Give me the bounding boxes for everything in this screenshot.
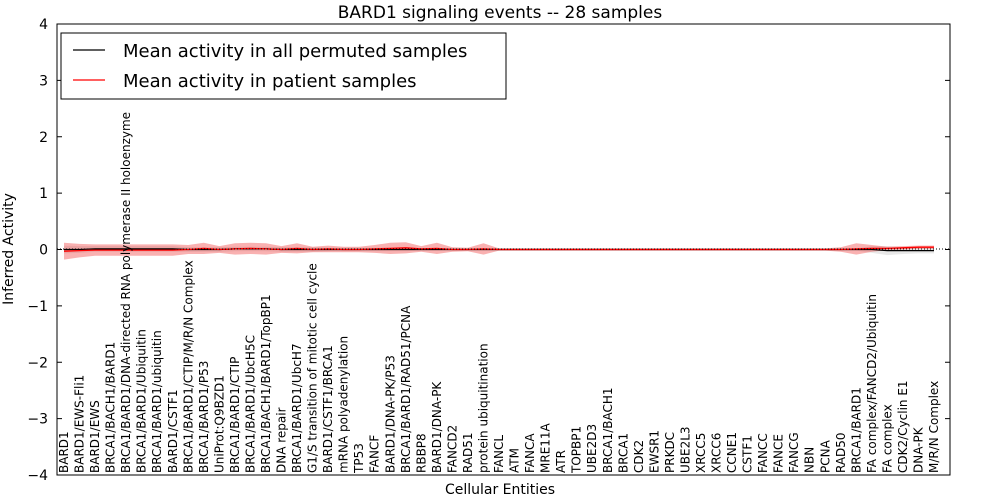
x-tick-label: BRCA1/BACH1/BARD1: [104, 342, 118, 473]
x-tick-label: FANCF: [368, 435, 382, 473]
x-tick-label: BARD1/DNA-PK/P53: [383, 355, 397, 473]
x-tick-label: BRCA1/BARD1/CTIP: [228, 357, 242, 473]
x-tick-label: PRKDC: [663, 432, 677, 473]
x-tick-label: G1/S transition of mitotic cell cycle: [306, 263, 320, 473]
x-tick-label: BRCA1/BARD1/UbcH7: [290, 343, 304, 473]
x-tick-label: EWSR1: [647, 430, 661, 473]
x-tick-label: ATR: [554, 450, 568, 473]
x-tick-label: BRCA1/BARD1: [849, 387, 863, 473]
x-tick-label: PCNA: [818, 439, 832, 473]
y-tick-label: 2: [39, 130, 48, 146]
x-axis-tick-labels: BARD1 BARD1/EWS-Fli1 BARD1/EWS BRCA1/BACH1/…: [57, 112, 941, 474]
chart-title: BARD1 signaling events -- 28 samples: [338, 3, 663, 23]
x-tick-label: UBE2D3: [585, 424, 599, 473]
x-tick-label: CDK2: [632, 440, 646, 473]
x-tick-label: FANCL: [492, 435, 506, 473]
x-tick-label: UBE2L3: [678, 426, 692, 473]
x-tick-label: BRCA1/BARD1/DNA-directed RNA polymerase …: [119, 112, 133, 473]
x-tick-label: RAD51: [461, 432, 475, 473]
x-tick-label: BARD1/CSTF1: [166, 389, 180, 473]
x-tick-label: CDK2/Cyclin E1: [896, 380, 910, 473]
band-permuted: [64, 245, 934, 256]
x-tick-label: M/R/N Complex: [927, 381, 941, 473]
y-tick-label: 3: [39, 73, 48, 89]
x-tick-label: BRCA1/BARD1/P53: [197, 361, 211, 473]
legend-label-patient: Mean activity in patient samples: [123, 71, 417, 92]
x-tick-label: MRE11A: [539, 422, 553, 473]
x-tick-label: BARD1/CSTF1/BRCA1: [321, 345, 335, 473]
legend-box: [60, 32, 507, 100]
x-tick-label: CCNE1: [725, 432, 739, 473]
x-tick-label: BARD1: [57, 431, 71, 473]
y-tick-label: −1: [27, 299, 48, 315]
y-tick-label: −3: [27, 412, 48, 428]
x-tick-label: FANCE: [772, 434, 786, 473]
x-tick-label: NBN: [803, 447, 817, 473]
y-tick-label: −2: [27, 355, 48, 371]
y-axis-ticks: 4 3 2 1 0 −1 −2 −3 −4: [27, 17, 950, 484]
y-tick-label: 1: [39, 186, 48, 202]
legend-label-permuted: Mean activity in all permuted samples: [123, 41, 467, 62]
x-tick-label: FANCA: [523, 433, 537, 473]
legend: Mean activity in all permuted samples Me…: [60, 32, 507, 100]
y-tick-label: 4: [39, 17, 48, 33]
x-tick-label: XRCC5: [694, 433, 708, 473]
x-tick-label: UniProt:Q9BZD1: [212, 375, 226, 473]
y-tick-label: 0: [39, 243, 48, 259]
x-tick-label: DNA-PK: [912, 426, 926, 473]
x-tick-label: BRCA1/BARD1/RAD51/PCNA: [399, 305, 413, 473]
x-tick-label: BRCA1/BARD1/Ubiquitin: [135, 329, 149, 473]
confidence-bands: [64, 242, 934, 260]
x-tick-label: BRCA1/BARD1/CTIP/M/R/N Complex: [181, 260, 195, 473]
x-tick-label: BRCA1: [616, 433, 630, 473]
x-tick-label: RAD50: [834, 432, 848, 473]
x-tick-label: RBBP8: [414, 433, 428, 473]
x-tick-label: BRCA1/BACH1: [601, 387, 615, 473]
x-tick-label: FANCC: [756, 433, 770, 473]
x-tick-label: BRCA1/BARD1/ubiquitin: [150, 330, 164, 473]
y-tick-label: −4: [27, 468, 48, 484]
x-tick-label: FA complex: [880, 404, 894, 473]
x-tick-label: mRNA polyadenylation: [337, 336, 351, 473]
x-tick-label: FANCG: [787, 432, 801, 473]
x-tick-label: BARD1/EWS-Fli1: [73, 375, 87, 473]
band-patient: [64, 242, 934, 260]
x-tick-label: CSTF1: [741, 435, 755, 473]
x-tick-label: FA complex/FANCD2/Ubiquitin: [865, 294, 879, 473]
x-tick-label: XRCC6: [710, 433, 724, 473]
x-tick-label: BARD1/DNA-PK: [430, 381, 444, 473]
x-tick-label: BRCA1/BACH1/BARD1/TopBP1: [259, 294, 273, 473]
x-tick-label: ATM: [508, 448, 522, 473]
y-axis-label: Inferred Activity: [1, 193, 17, 305]
x-tick-label: DNA repair: [275, 407, 289, 473]
x-tick-label: TP53: [352, 443, 366, 474]
x-tick-label: BARD1/EWS: [88, 400, 102, 473]
x-tick-label: protein ubiquitination: [477, 343, 491, 473]
x-tick-label: BRCA1/BARD1/UbcH5C: [243, 335, 257, 473]
x-tick-label: FANCD2: [445, 425, 459, 473]
x-axis-label: Cellular Entities: [445, 482, 555, 498]
x-tick-label: TOPBP1: [570, 426, 584, 474]
